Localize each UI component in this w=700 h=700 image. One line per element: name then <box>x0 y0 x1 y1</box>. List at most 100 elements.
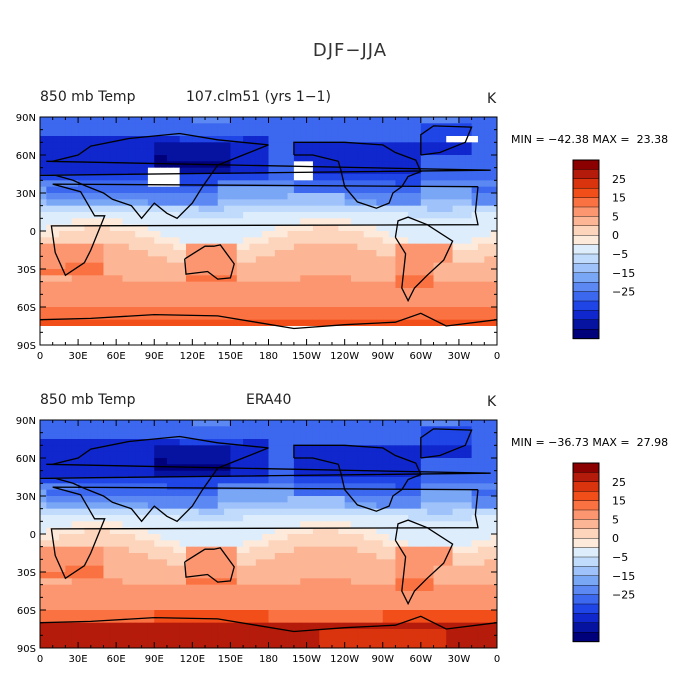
heatmap-cell <box>274 262 282 270</box>
heatmap-cell <box>389 439 396 446</box>
heatmap-cell <box>376 515 384 522</box>
heatmap-cell <box>306 237 314 245</box>
heatmap-cell <box>135 161 142 169</box>
heatmap-cell <box>331 508 339 516</box>
heatmap-cell <box>211 224 219 232</box>
heatmap-cell <box>351 313 358 321</box>
heatmap-cell <box>230 540 238 548</box>
heatmap-cell <box>458 212 466 219</box>
heatmap-cell <box>217 174 225 181</box>
heatmap-cell <box>46 470 54 478</box>
heatmap-cell <box>211 174 219 181</box>
heatmap-cell <box>319 199 327 207</box>
heatmap-cell <box>97 540 104 548</box>
heatmap-cell <box>90 521 98 529</box>
heatmap-cell <box>357 129 365 137</box>
heatmap-cell <box>395 477 403 484</box>
heatmap-cell <box>192 603 200 611</box>
heatmap-cell <box>103 237 111 245</box>
heatmap-cell <box>357 591 365 598</box>
heatmap-cell <box>236 243 244 251</box>
heatmap-cell <box>103 521 111 529</box>
heatmap-cell <box>65 432 73 440</box>
heatmap-cell <box>363 546 371 554</box>
heatmap-cell <box>166 420 174 427</box>
heatmap-cell <box>116 231 123 238</box>
heatmap-cell <box>287 300 295 308</box>
heatmap-cell <box>154 199 161 207</box>
heatmap-cell <box>446 212 453 219</box>
heatmap-cell <box>389 142 396 150</box>
heatmap-cell <box>141 161 149 169</box>
heatmap-cell <box>293 199 301 207</box>
heatmap-cell <box>128 521 136 529</box>
heatmap-cell <box>287 445 295 453</box>
heatmap-cell <box>401 243 409 251</box>
heatmap-cell <box>147 218 155 226</box>
heatmap-cell <box>281 142 288 150</box>
heatmap-cell <box>287 540 295 548</box>
heatmap-cell <box>471 117 479 124</box>
heatmap-cell <box>452 578 460 586</box>
heatmap-cell <box>351 174 358 181</box>
heatmap-cell <box>147 294 155 302</box>
heatmap-cell <box>300 546 307 554</box>
heatmap-cell <box>446 521 453 529</box>
heatmap-cell <box>230 250 238 257</box>
heatmap-cell <box>109 578 117 586</box>
heatmap-cell <box>319 515 327 522</box>
heatmap-cell <box>414 275 422 283</box>
heatmap-cell <box>236 483 244 491</box>
heatmap-cell <box>255 432 263 440</box>
heatmap-cell <box>40 129 47 137</box>
heatmap-cell <box>78 420 85 427</box>
heatmap-cell <box>109 565 117 573</box>
heatmap-cell <box>490 464 498 472</box>
heatmap-cell <box>363 432 371 440</box>
heatmap-cell <box>198 483 206 491</box>
heatmap-cell <box>262 300 269 308</box>
heatmap-cell <box>147 167 155 175</box>
heatmap-cell <box>268 464 276 472</box>
heatmap-cell <box>446 451 453 459</box>
heatmap-cell <box>300 262 307 270</box>
heatmap-cell <box>439 565 447 573</box>
coastline <box>39 312 498 330</box>
heatmap-cell <box>179 307 187 314</box>
heatmap-cell <box>306 205 314 213</box>
heatmap-cell <box>382 218 390 226</box>
heatmap-cell <box>84 603 92 611</box>
heatmap-cell <box>293 565 301 573</box>
heatmap-cell <box>484 540 492 548</box>
heatmap-cell <box>217 155 225 162</box>
heatmap-cell <box>452 180 460 188</box>
heatmap-cell <box>471 148 479 156</box>
heatmap-cell <box>141 483 149 491</box>
heatmap-cell <box>300 123 307 131</box>
heatmap-cell <box>154 610 161 617</box>
heatmap-cell <box>490 483 498 491</box>
heatmap-cell <box>395 262 403 270</box>
heatmap-cell <box>179 597 187 605</box>
heatmap-cell <box>217 610 225 617</box>
heatmap-cell <box>363 326 371 333</box>
heatmap-cell <box>471 237 479 245</box>
heatmap-cell <box>331 136 339 143</box>
heatmap-cell <box>306 332 314 340</box>
heatmap-cell <box>376 578 384 586</box>
heatmap-cell <box>312 300 320 308</box>
heatmap-cell <box>160 212 168 219</box>
heatmap-cell <box>357 256 365 264</box>
heatmap-cell <box>325 231 333 238</box>
heatmap-cell <box>471 313 479 321</box>
heatmap-cell <box>293 237 301 245</box>
heatmap-cell <box>160 300 168 308</box>
heatmap-cell <box>382 420 390 427</box>
heatmap-cell <box>484 136 492 143</box>
heatmap-cell <box>249 300 257 308</box>
heatmap-cell <box>185 199 193 207</box>
heatmap-cell <box>84 129 92 137</box>
heatmap-cell <box>490 326 498 333</box>
heatmap-cell <box>363 212 371 219</box>
